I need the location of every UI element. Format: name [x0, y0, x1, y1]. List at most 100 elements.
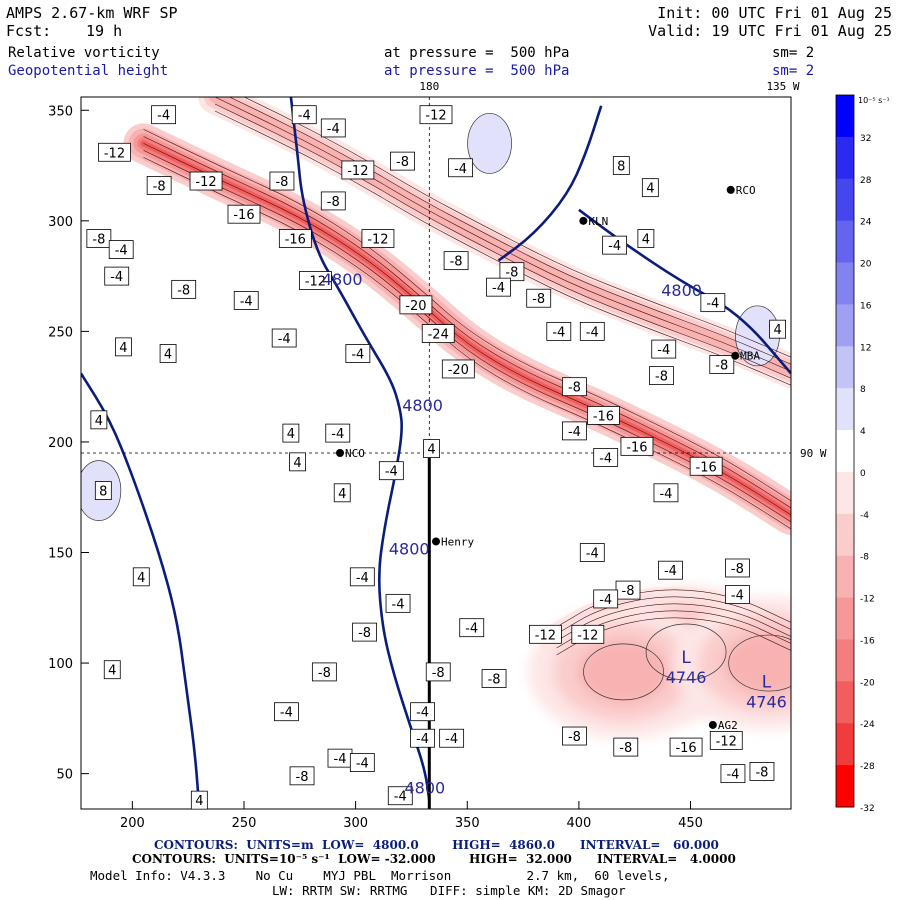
- vorticity-label: -4: [439, 728, 465, 748]
- vorticity-label: -16: [587, 406, 620, 425]
- vorticity-label-text: -8: [92, 233, 105, 248]
- plot-frame: [80, 96, 792, 810]
- vorticity-label-box: [562, 421, 587, 441]
- vorticity-label-box: [486, 277, 511, 297]
- band-north-contour: [243, 97, 791, 358]
- vorticity-label-text: -8: [396, 155, 409, 170]
- vorticity-label-box: [653, 483, 679, 503]
- vorticity-label-box: [709, 731, 743, 750]
- vorticity-label-text: -12: [577, 628, 598, 643]
- meridian-label: 180: [419, 80, 439, 93]
- vorticity-label-text: 4: [195, 794, 203, 809]
- vorticity-label-text: -16: [285, 233, 306, 248]
- low-value: 4746: [746, 692, 787, 711]
- vorticity-label-box: [108, 240, 134, 259]
- colorbar-tick-label: -24: [860, 720, 875, 730]
- vorticity-label-text: -12: [425, 109, 446, 124]
- vorticity-label: -16: [689, 456, 723, 476]
- low-marker: L: [681, 648, 691, 668]
- south-center: [578, 640, 669, 704]
- vorticity-label-box: [282, 423, 300, 443]
- height-contour-central: [289, 97, 431, 801]
- vorticity-label: -8: [649, 366, 674, 386]
- colorbar-cell: [836, 304, 854, 347]
- vorticity-label: 4: [115, 337, 132, 357]
- vorticity-label-box: [271, 328, 297, 348]
- vorticity-label: -4: [345, 344, 371, 363]
- vorticity-label: -12: [299, 271, 332, 290]
- vorticity-label-box: [387, 786, 413, 806]
- vorticity-label-box: [499, 262, 525, 282]
- vorticity-label: -4: [349, 567, 375, 587]
- colorbar-frame: [835, 94, 855, 808]
- vorticity-label-text: -12: [305, 275, 326, 290]
- y-tick-label: 50: [56, 768, 73, 783]
- vorticity-label-box: [227, 204, 261, 224]
- vorticity-label-box: [725, 558, 750, 578]
- station-name: Henry: [441, 535, 474, 548]
- vorticity-label-box: [189, 171, 223, 191]
- vorticity-label-box: [94, 481, 112, 500]
- station-dot: [726, 185, 735, 194]
- x-tick-label: 450: [678, 816, 703, 831]
- vorticity-label: -16: [278, 229, 312, 248]
- vorticity-label: -4: [271, 328, 297, 348]
- vorticity-label-box: [325, 423, 351, 443]
- vorticity-label-box: [439, 728, 465, 748]
- model-info: Model Info: V4.3.3 No Cu MYJ PBL Morriso…: [90, 868, 670, 883]
- vorticity-label: 8: [94, 481, 112, 500]
- vorticity-label-box: [620, 436, 654, 456]
- field2-level: at pressure = 500 hPa: [384, 63, 570, 79]
- vorticity-label-text: -8: [275, 175, 288, 190]
- vorticity-label-box: [132, 567, 150, 587]
- vorticity-label-text: -8: [619, 741, 632, 756]
- field2-name: Geopotential height: [8, 63, 169, 79]
- colorbar-tick-label: 28: [860, 176, 872, 186]
- vorticity-label-box: [571, 624, 605, 644]
- vorticity-label: -4: [486, 277, 511, 297]
- colorbar-tick-label: 16: [860, 301, 872, 311]
- x-tick-label: 300: [343, 816, 368, 831]
- vorticity-label-text: -4: [599, 593, 612, 608]
- vorticity-label: 4: [423, 439, 440, 458]
- vorticity-label-text: -12: [347, 164, 368, 179]
- vorticity-label: 8: [612, 156, 630, 175]
- vorticity-label-text: -8: [505, 266, 518, 281]
- vorticity-label-box: [349, 753, 375, 772]
- vorticity-label-box: [289, 766, 315, 786]
- station-dot: [708, 720, 717, 729]
- vorticity-label-box: [410, 728, 436, 748]
- vorticity-label-text: 8: [617, 160, 625, 175]
- vorticity-label: -8: [443, 251, 469, 271]
- vorticity-label: -4: [327, 748, 353, 768]
- vorticity-label: -20: [441, 359, 475, 379]
- vorticity-label-box: [709, 355, 735, 374]
- station-name: KLN: [588, 215, 608, 228]
- band-north-contour: [228, 97, 791, 365]
- vorticity-label-box: [749, 762, 775, 781]
- vorticity-label-box: [612, 156, 630, 175]
- vorticity-label-box: [649, 366, 674, 386]
- vorticity-label: -8: [146, 176, 172, 195]
- vorticity-label: -4: [700, 293, 726, 313]
- height-contour-northeast: [578, 208, 791, 375]
- vorticity-label-text: -4: [552, 325, 565, 340]
- band-north-contour: [214, 97, 791, 372]
- x-tick-label: 250: [232, 816, 257, 831]
- vorticity-label: -8: [311, 662, 337, 682]
- vorticity-label: -8: [425, 662, 451, 682]
- vorticity-label-box: [579, 321, 605, 341]
- x-tick-label: 200: [120, 816, 145, 831]
- vorticity-label-box: [425, 662, 451, 682]
- colorbar-tick-label: 24: [860, 218, 872, 228]
- vorticity-label: -12: [189, 171, 223, 191]
- vorticity-label-text: -4: [586, 547, 599, 562]
- height-contour-west: [81, 372, 201, 809]
- vorticity-label-box: [311, 662, 337, 682]
- band-south-contour: [556, 603, 791, 642]
- meridian-label: 135 W: [766, 80, 799, 93]
- vorticity-label: -12: [341, 160, 375, 180]
- vorticity-label: -4: [720, 764, 746, 784]
- vorticity-label-text: -8: [715, 359, 728, 374]
- vorticity-label-box: [115, 337, 132, 357]
